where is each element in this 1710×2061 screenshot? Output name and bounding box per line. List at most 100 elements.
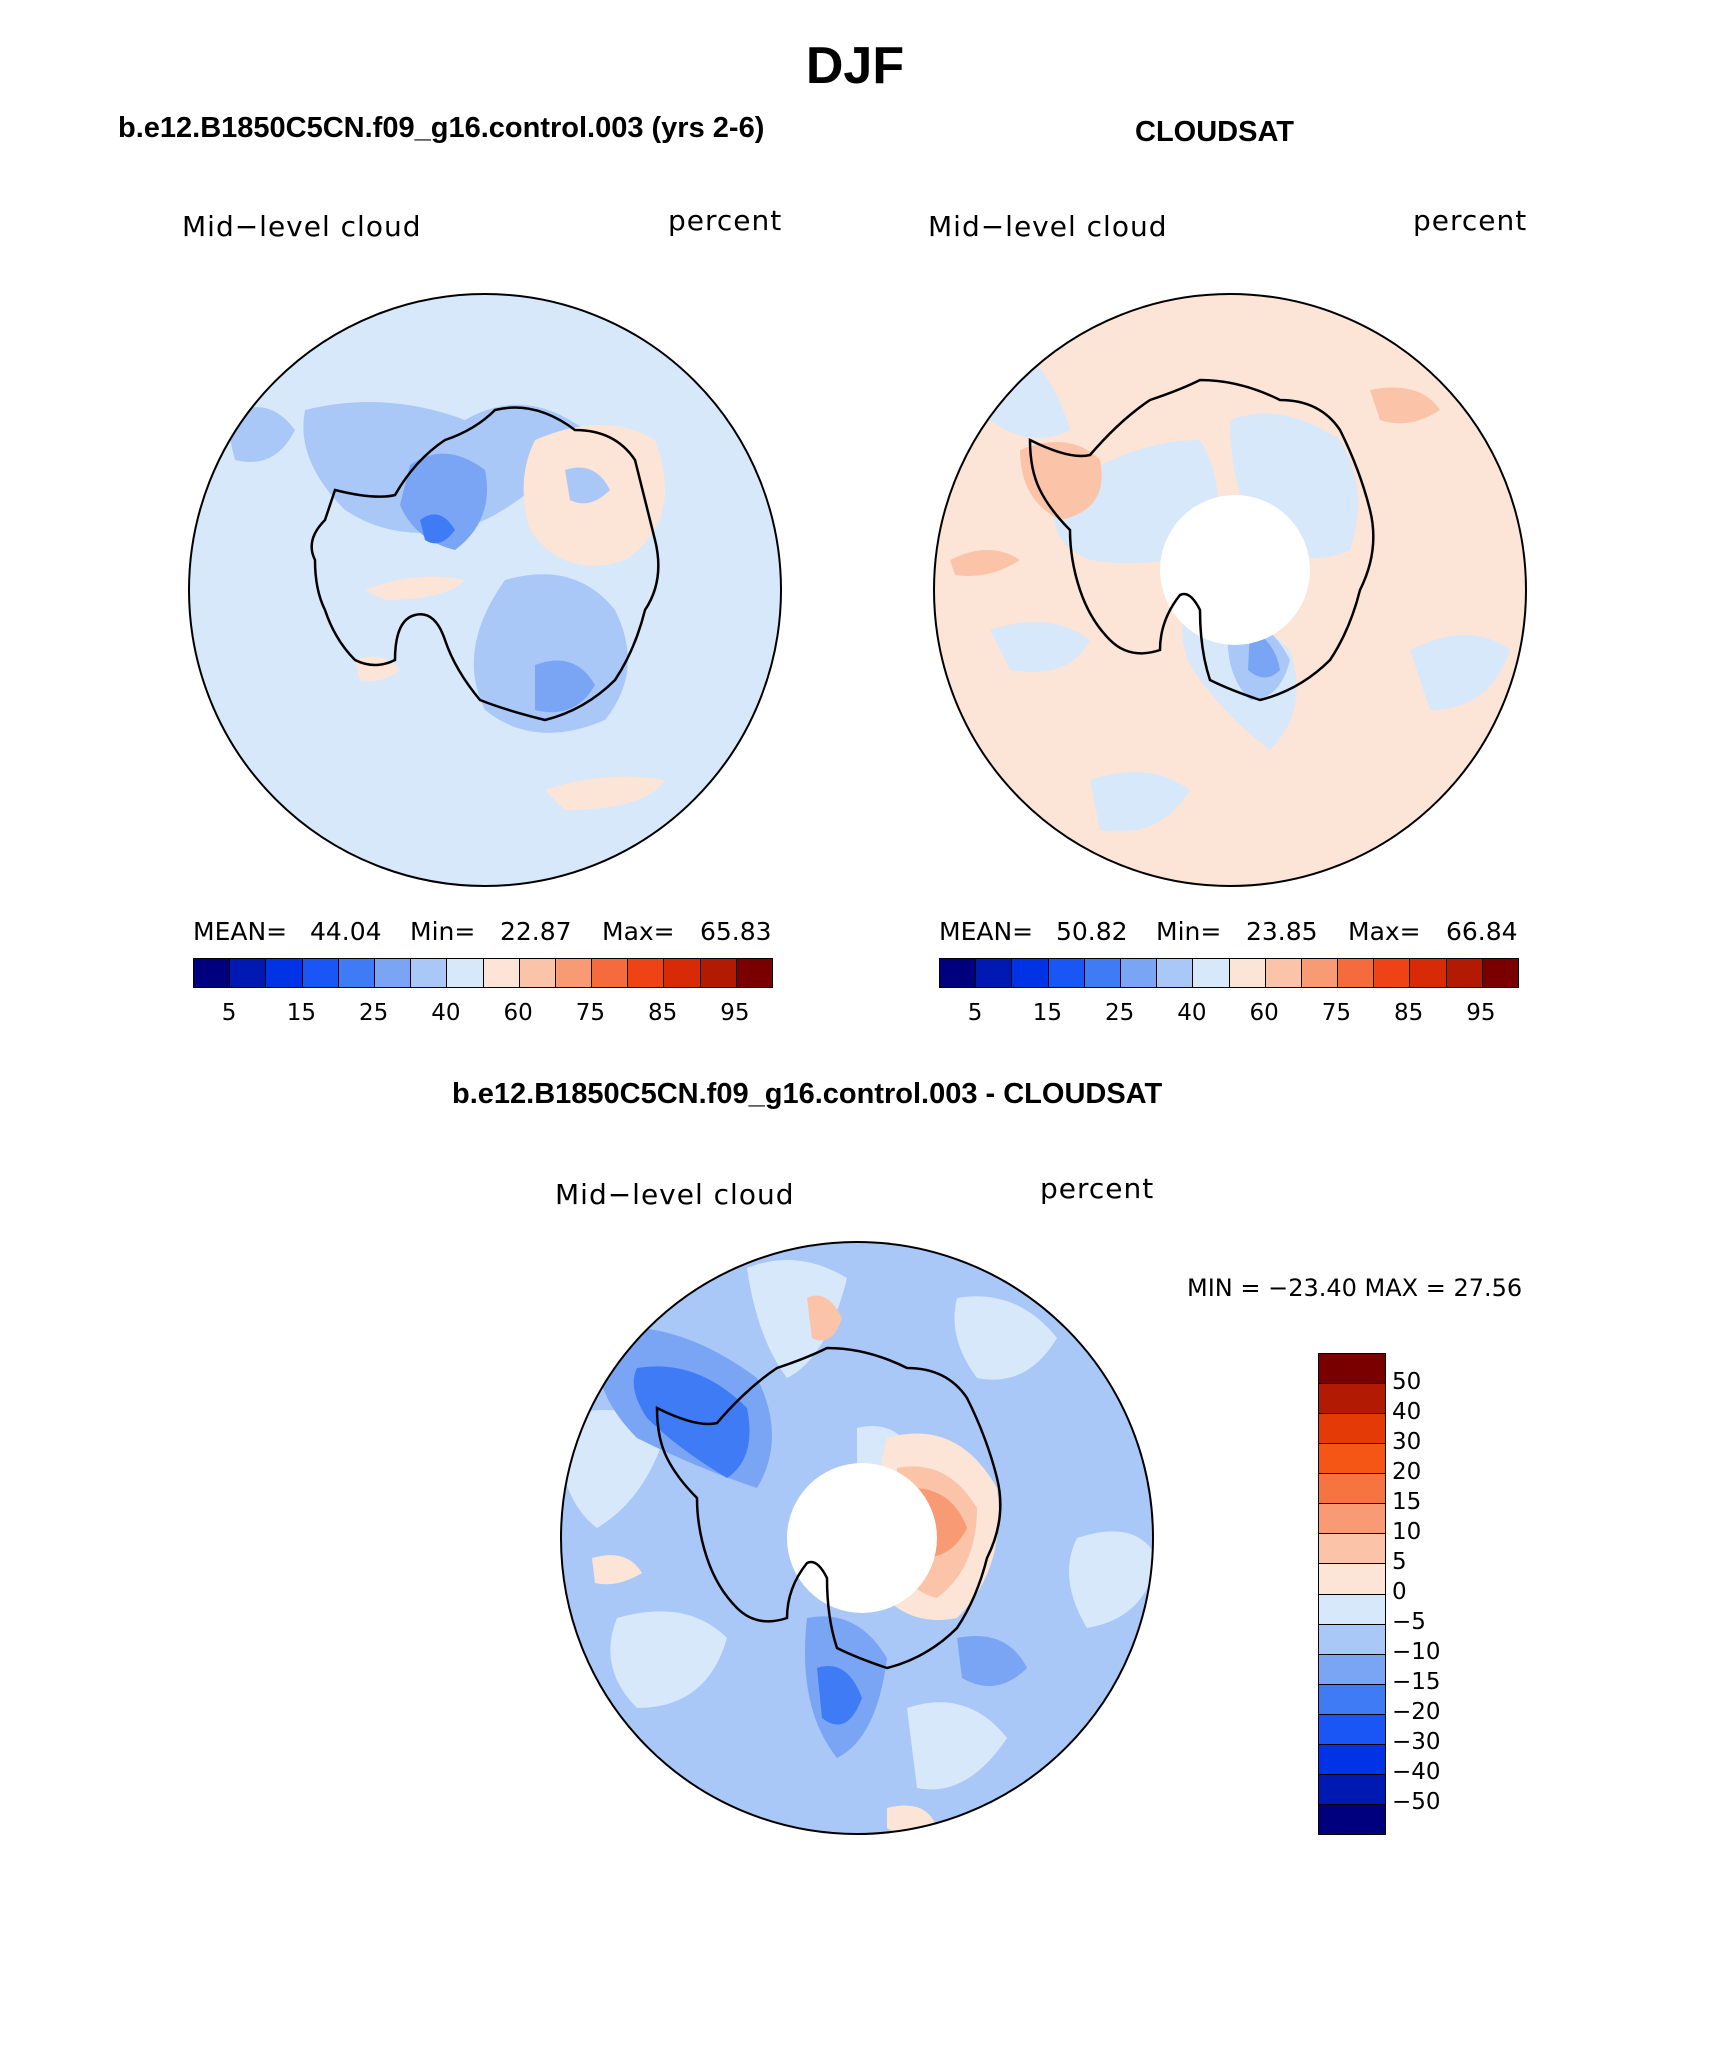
panel2-min-value: 23.85: [1246, 917, 1318, 946]
colorbar-swatch: [1012, 959, 1049, 987]
colorbar-tick-label: 75: [1321, 1000, 1352, 1026]
colorbar-swatch: [1157, 959, 1194, 987]
colorbar-tick-label: −40: [1392, 1759, 1441, 1785]
panel1-contour-warm: [565, 467, 610, 504]
colorbar-swatch: [1319, 1564, 1385, 1595]
colorbar-tick-label: −30: [1392, 1729, 1441, 1755]
colorbar-swatch: [1319, 1384, 1385, 1415]
colorbar-swatch: [230, 959, 267, 987]
colorbar-tick-label: 5: [1392, 1549, 1407, 1575]
colorbar-tick-label: 20: [1392, 1459, 1422, 1485]
colorbar-swatch: [1120, 959, 1158, 987]
colorbar-swatch: [1319, 1654, 1385, 1685]
colorbar-swatch: [664, 959, 701, 987]
colorbar-swatch: [447, 959, 484, 987]
panel1-max-label: Max=: [602, 917, 675, 946]
panel1-min-value: 22.87: [500, 917, 572, 946]
colorbar-swatch: [266, 959, 303, 987]
colorbar-tick-label: 60: [503, 1000, 533, 1026]
panel3-contour-light: [907, 1702, 1007, 1790]
colorbar-swatch: [1319, 1624, 1385, 1655]
colorbar-swatch: [1319, 1684, 1385, 1715]
panel1-mean-label: MEAN=: [193, 917, 288, 946]
colorbar-tick-label: 30: [1392, 1429, 1422, 1455]
panel3-units-label: percent: [1040, 1172, 1155, 1205]
panel3-contour-light: [610, 1611, 727, 1708]
colorbar-swatch: [1319, 1444, 1385, 1475]
panel2-polar-map: [933, 293, 1527, 887]
colorbar-swatch: [1319, 1354, 1385, 1385]
panel3-minmax-text: MIN = −23.40 MAX = 27.56: [1187, 1274, 1523, 1302]
colorbar-swatch: [700, 959, 737, 987]
panel3-coastline: [655, 1346, 1002, 1670]
panel2-mean-value: 50.82: [1056, 917, 1128, 946]
panel1-contour-warm: [189, 440, 210, 476]
panel3-contour-light: [561, 1410, 667, 1528]
colorbar-swatch: [976, 959, 1013, 987]
colorbar-swatch: [338, 959, 375, 987]
panel3-contour-dark: [817, 1666, 862, 1725]
colorbar-swatch: [1446, 959, 1483, 987]
colorbar-tick-label: 85: [1393, 1000, 1424, 1026]
colorbar-swatch: [1084, 959, 1121, 987]
panel2-contour-warm: [950, 550, 1020, 576]
colorbar-swatch: [1338, 959, 1375, 987]
panel3-contour-light: [747, 1260, 847, 1378]
colorbar-swatch: [1482, 959, 1518, 987]
colorbar-tick-label: 50: [1392, 1369, 1422, 1395]
colorbar-swatch: [1319, 1534, 1385, 1565]
panel2-colorbar: [939, 958, 1519, 988]
panel2-contour-cool: [1410, 635, 1510, 710]
panel3-contour-light: [954, 1296, 1057, 1380]
colorbar-tick-label: 25: [358, 1000, 389, 1026]
colorbar-swatch: [628, 959, 665, 987]
colorbar-tick-label: 5: [221, 1000, 237, 1026]
colorbar-tick-label: −5: [1392, 1609, 1426, 1635]
panel3-contour-light: [1069, 1531, 1153, 1628]
figure-title: DJF: [805, 37, 905, 95]
panel1-title: b.e12.B1850C5CN.f09_g16.control.003 (yrs…: [118, 112, 765, 144]
colorbar-swatch: [302, 959, 339, 987]
colorbar-swatch: [519, 959, 556, 987]
colorbar-tick-label: 15: [286, 1000, 317, 1026]
panel2-contour-warm: [1020, 442, 1102, 520]
colorbar-swatch: [1319, 1504, 1385, 1535]
colorbar-swatch: [1229, 959, 1266, 987]
panel2-mean-label: MEAN=: [939, 917, 1034, 946]
colorbar-tick-label: 5: [967, 1000, 983, 1026]
colorbar-tick-label: −15: [1392, 1669, 1441, 1695]
colorbar-tick-label: 75: [575, 1000, 606, 1026]
panel2-map-border: [933, 293, 1527, 887]
panel3-title: b.e12.B1850C5CN.f09_g16.control.003 - CL…: [452, 1078, 1163, 1110]
panel2-min-label: Min=: [1156, 917, 1222, 946]
panel2-contour-warm: [1370, 387, 1440, 424]
colorbar-swatch: [411, 959, 448, 987]
panel2-contour-cool: [1090, 772, 1190, 832]
colorbar-swatch: [1319, 1744, 1385, 1775]
panel2-max-value: 66.84: [1446, 917, 1518, 946]
panel1-map-border: [188, 293, 782, 887]
panel2-title: CLOUDSAT: [1135, 116, 1294, 148]
colorbar-swatch: [1319, 1414, 1385, 1445]
panel1-mean-value: 44.04: [310, 917, 382, 946]
panel1-coastline: [310, 406, 660, 722]
panel1-polar-map: [188, 293, 782, 887]
colorbar-swatch: [1048, 959, 1085, 987]
panel1-min-label: Min=: [410, 917, 476, 946]
colorbar-swatch: [483, 959, 520, 987]
colorbar-swatch: [736, 959, 772, 987]
panel2-variable-label: Mid−level cloud: [928, 210, 1168, 243]
panel3-contour-mid: [957, 1636, 1027, 1686]
panel2-contour-cool: [990, 622, 1090, 672]
colorbar-swatch: [940, 959, 977, 987]
colorbar-swatch: [1319, 1804, 1385, 1834]
panel2-max-label: Max=: [1348, 917, 1421, 946]
panel3-polar-hole: [787, 1463, 937, 1613]
colorbar-swatch: [1265, 959, 1302, 987]
panel3-contour-warm: [807, 1295, 842, 1341]
colorbar-tick-label: 40: [1177, 1000, 1207, 1026]
colorbar-tick-label: 85: [647, 1000, 678, 1026]
panel3-map-border: [560, 1241, 1154, 1835]
panel2-units-label: percent: [1413, 204, 1528, 237]
colorbar-swatch: [1319, 1474, 1385, 1505]
